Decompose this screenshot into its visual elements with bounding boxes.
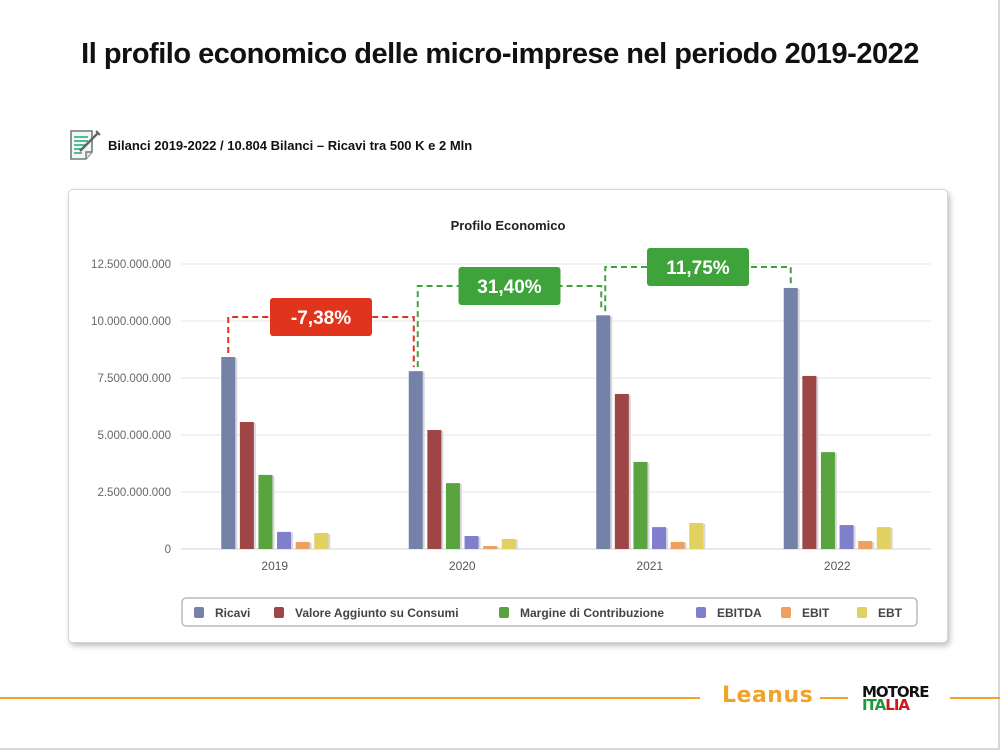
bar-ricavi-2020 (408, 371, 423, 549)
bar-valore-aggiunto-su-consumi-2020 (427, 429, 442, 549)
page-title: Il profilo economico delle micro-imprese… (81, 38, 919, 70)
bar-ebit-2019 (295, 541, 310, 549)
legend-swatch (499, 607, 509, 618)
bar-ricavi-2021 (596, 315, 611, 549)
y-tick-label: 0 (165, 544, 171, 556)
footer-line-middle (820, 697, 848, 699)
legend-swatch (696, 607, 706, 618)
bar-ebit-2022 (858, 541, 873, 549)
bar-ebt-2020 (501, 538, 516, 549)
bar-ebitda-2022 (839, 525, 854, 549)
y-tick-label: 5.000.000.000 (97, 430, 171, 442)
bar-chart: Profilo Economico 0 2.500.000.000 5.000.00… (91, 218, 931, 627)
motore-italia-logo: MOTORE ITALIA (862, 683, 929, 714)
footer-line-right (950, 697, 1000, 699)
legend-swatch (857, 607, 867, 618)
legend-item-label: EBITDA (717, 606, 762, 620)
bar-ebit-2021 (670, 541, 685, 549)
legend-swatch (274, 607, 284, 618)
legend-item-label: Ricavi (215, 606, 250, 620)
footer-line-left (0, 697, 700, 699)
legend-item-label: EBIT (802, 606, 830, 620)
x-tick-label: 2020 (449, 559, 476, 573)
annotation-badge (458, 267, 561, 305)
y-tick-label: 7.500.000.000 (97, 373, 171, 385)
bar-margine-di-contribuzione-2019 (258, 474, 273, 549)
subtitle: Bilanci 2019-2022 / 10.804 Bilanci – Ric… (108, 137, 473, 153)
x-axis-ticks: 2019 2020 2021 2022 (261, 559, 851, 573)
bar-ebt-2021 (689, 523, 704, 549)
motore-logo-text: MOTORE (862, 683, 929, 701)
x-tick-label: 2021 (636, 559, 663, 573)
y-tick-label: 12.500.000.000 (91, 259, 171, 271)
bar-ebitda-2021 (652, 527, 667, 549)
legend-box (181, 597, 918, 627)
annotation-label: 31,40% (477, 277, 542, 298)
legend: Ricavi Valore Aggiunto su Consumi Margine … (181, 597, 918, 627)
y-tick-label: 2.500.000.000 (97, 487, 171, 499)
bar-ebt-2019 (314, 533, 329, 549)
y-axis-ticks: 0 2.500.000.000 5.000.000.000 7.500.000.000… (91, 259, 171, 556)
bar-ebt-2022 (876, 527, 891, 549)
legend-swatch (194, 607, 204, 618)
annotation-badge (647, 248, 749, 286)
bars (221, 287, 893, 549)
annotation-badge (270, 298, 372, 336)
legend-swatch (781, 607, 791, 618)
bar-margine-di-contribuzione-2021 (633, 461, 648, 549)
leanus-logo: Leanus (722, 683, 814, 708)
bar-valore-aggiunto-su-consumi-2022 (802, 375, 817, 549)
x-tick-label: 2019 (261, 559, 288, 573)
bar-ricavi-2019 (221, 357, 236, 549)
bar-valore-aggiunto-su-consumi-2019 (239, 422, 254, 549)
chart-card: Profilo Economico 0 2.500.000.000 5.000.00… (68, 189, 948, 643)
annotation-connector (604, 266, 792, 312)
subtitle-row: Bilanci 2019-2022 / 10.804 Bilanci – Ric… (68, 128, 472, 162)
italia-logo-green: ITA (862, 696, 886, 714)
bar-valore-aggiunto-su-consumi-2021 (614, 393, 629, 549)
chart-title: Profilo Economico (451, 218, 566, 233)
bar-ebitda-2019 (277, 531, 292, 549)
annotation-label: -7,38% (291, 308, 351, 329)
growth-annotations: -7,38% 31,40% 11,75% (227, 248, 792, 368)
y-tick-label: 10.000.000.000 (91, 316, 171, 328)
bar-ebitda-2020 (464, 536, 479, 549)
annotation-label: 11,75% (666, 258, 729, 279)
bar-margine-di-contribuzione-2020 (445, 483, 460, 549)
bar-ebit-2020 (483, 546, 498, 549)
legend-item-label: Valore Aggiunto su Consumi (295, 606, 459, 620)
italia-logo-red: LIA (885, 696, 910, 714)
x-tick-label: 2022 (824, 559, 851, 573)
bar-ricavi-2022 (783, 287, 798, 549)
document-edit-icon (70, 130, 101, 160)
legend-item-label: EBT (878, 606, 903, 620)
legend-item-label: Margine di Contribuzione (520, 606, 664, 620)
bar-margine-di-contribuzione-2022 (820, 452, 835, 549)
